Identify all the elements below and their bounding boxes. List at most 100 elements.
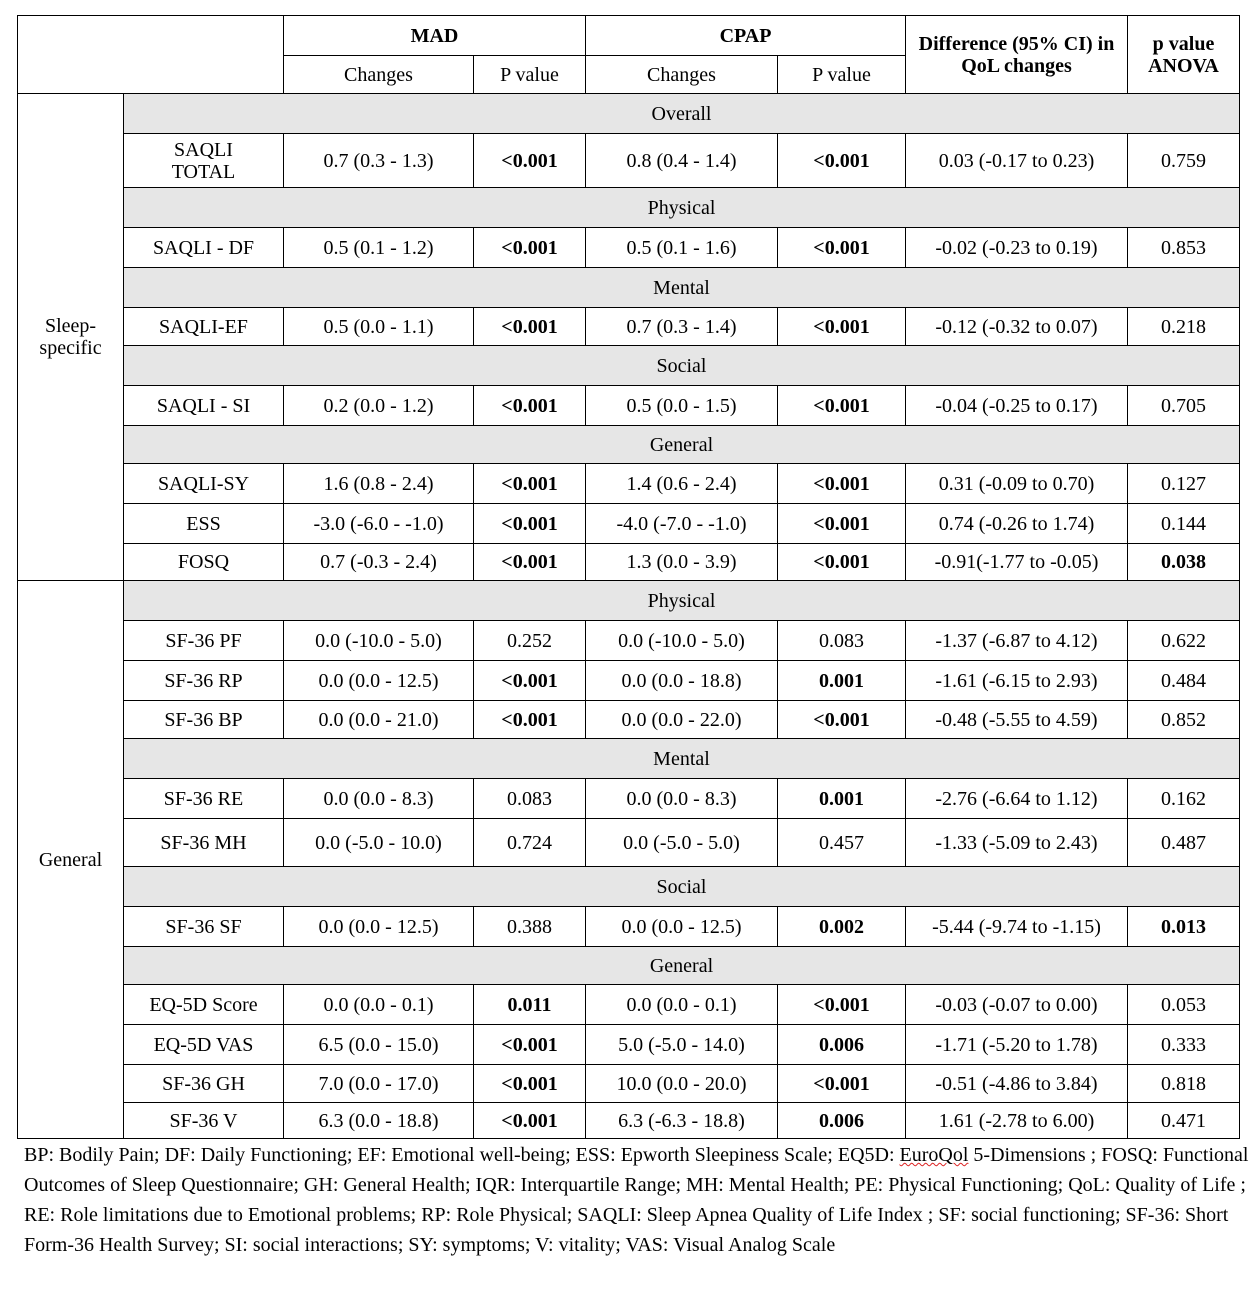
anova-p-value-cell: 0.853 xyxy=(1127,227,1240,268)
mad-p-value-cell: <0.001 xyxy=(473,385,586,426)
group-header-row: Social xyxy=(18,866,1240,907)
mad-p-value-cell: <0.001 xyxy=(473,307,586,346)
cpap-p-value-cell: <0.001 xyxy=(777,307,906,346)
anova-p-value-cell: 0.759 xyxy=(1127,133,1240,188)
anova-p-value-cell: 0.162 xyxy=(1127,778,1240,819)
table-row: SF-36 PF 0.0 (-10.0 - 5.0) 0.252 0.0 (-10.0… xyxy=(18,620,1240,661)
measure-cell: SF-36 GH xyxy=(123,1064,284,1103)
mad-p-value-cell: 0.252 xyxy=(473,620,586,661)
footnote-text: BP: Bodily Pain; DF: Daily Functioning; … xyxy=(24,1144,900,1166)
anova-p-value-cell: 0.484 xyxy=(1127,660,1240,701)
measure-cell: ESS xyxy=(123,503,284,544)
header-anova: p value ANOVA xyxy=(1127,15,1240,94)
anova-p-value-cell: 0.218 xyxy=(1127,307,1240,346)
cpap-p-value-cell: <0.001 xyxy=(777,463,906,504)
mad-p-value-cell: <0.001 xyxy=(473,227,586,268)
difference-cell: -5.44 (-9.74 to -1.15) xyxy=(905,906,1128,947)
anova-p-value-cell: 0.487 xyxy=(1127,818,1240,867)
mad-changes-cell: 0.0 (0.0 - 8.3) xyxy=(283,778,474,819)
table-row: SAQLI - DF 0.5 (0.1 - 1.2) <0.001 0.5 (0.1 … xyxy=(18,227,1240,268)
cpap-p-value-cell: <0.001 xyxy=(777,133,906,188)
cpap-changes-cell: 0.5 (0.0 - 1.5) xyxy=(585,385,778,426)
header-difference: Difference (95% CI) in QoL changes xyxy=(905,15,1128,94)
cpap-p-value-cell: <0.001 xyxy=(777,1064,906,1103)
mad-changes-cell: 0.5 (0.1 - 1.2) xyxy=(283,227,474,268)
table-row: SF-36 RP 0.0 (0.0 - 12.5) <0.001 0.0 (0.0 -… xyxy=(18,660,1240,701)
cpap-p-value-cell: <0.001 xyxy=(777,543,906,581)
mad-changes-cell: 0.7 (0.3 - 1.3) xyxy=(283,133,474,188)
cpap-changes-cell: 10.0 (0.0 - 20.0) xyxy=(585,1064,778,1103)
header-mad-p-value: P value xyxy=(473,55,586,94)
mad-p-value-cell: <0.001 xyxy=(473,700,586,739)
anova-p-value-cell: 0.852 xyxy=(1127,700,1240,739)
cpap-changes-cell: 1.3 (0.0 - 3.9) xyxy=(585,543,778,581)
mad-changes-cell: 1.6 (0.8 - 2.4) xyxy=(283,463,474,504)
header-cpap-p-value: P value xyxy=(777,55,906,94)
cpap-changes-cell: 0.0 (0.0 - 0.1) xyxy=(585,984,778,1025)
mad-p-value-cell: <0.001 xyxy=(473,463,586,504)
group-header-row: Mental xyxy=(18,738,1240,779)
anova-p-value-cell: 0.333 xyxy=(1127,1024,1240,1065)
difference-cell: 0.31 (-0.09 to 0.70) xyxy=(905,463,1128,504)
difference-cell: -0.03 (-0.07 to 0.00) xyxy=(905,984,1128,1025)
mad-changes-cell: -3.0 (-6.0 - -1.0) xyxy=(283,503,474,544)
difference-cell: -2.76 (-6.64 to 1.12) xyxy=(905,778,1128,819)
anova-p-value-cell: 0.038 xyxy=(1127,543,1240,581)
mad-p-value-cell: <0.001 xyxy=(473,1064,586,1103)
group-label: Social xyxy=(123,866,1240,907)
mad-p-value-cell: <0.001 xyxy=(473,133,586,188)
footnote-text-cont: 5-Dimensions ; FOSQ: Functional Outcomes… xyxy=(24,1144,1249,1256)
group-label: Social xyxy=(123,345,1240,386)
header-cpap: CPAP xyxy=(585,15,906,56)
difference-cell: -0.51 (-4.86 to 3.84) xyxy=(905,1064,1128,1103)
anova-p-value-cell: 0.013 xyxy=(1127,906,1240,947)
mad-p-value-cell: 0.724 xyxy=(473,818,586,867)
mad-changes-cell: 0.0 (0.0 - 12.5) xyxy=(283,660,474,701)
footnote-spellcheck-word: EuroQol xyxy=(899,1144,969,1166)
cpap-changes-cell: 0.5 (0.1 - 1.6) xyxy=(585,227,778,268)
cpap-changes-cell: 0.0 (0.0 - 12.5) xyxy=(585,906,778,947)
mad-p-value-cell: <0.001 xyxy=(473,1024,586,1065)
cpap-p-value-cell: 0.001 xyxy=(777,660,906,701)
cpap-p-value-cell: <0.001 xyxy=(777,984,906,1025)
anova-p-value-cell: 0.622 xyxy=(1127,620,1240,661)
mad-p-value-cell: <0.001 xyxy=(473,543,586,581)
table-row: EQ-5D VAS 6.5 (0.0 - 15.0) <0.001 5.0 (-5.0… xyxy=(18,1024,1240,1065)
measure-cell: SAQLI TOTAL xyxy=(123,133,284,188)
cpap-changes-cell: 0.8 (0.4 - 1.4) xyxy=(585,133,778,188)
difference-cell: 0.74 (-0.26 to 1.74) xyxy=(905,503,1128,544)
table-row: SF-36 RE 0.0 (0.0 - 8.3) 0.083 0.0 (0.0 - 8… xyxy=(18,778,1240,819)
cpap-p-value-cell: 0.006 xyxy=(777,1024,906,1065)
table-row: SAQLI-SY 1.6 (0.8 - 2.4) <0.001 1.4 (0.6 - … xyxy=(18,463,1240,504)
table-row: FOSQ 0.7 (-0.3 - 2.4) <0.001 1.3 (0.0 - 3.9… xyxy=(18,543,1240,581)
cpap-changes-cell: 0.0 (0.0 - 22.0) xyxy=(585,700,778,739)
group-header-row: Sleep-specific Overall xyxy=(17,93,1240,581)
measure-cell: SF-36 PF xyxy=(123,620,284,661)
difference-cell: -0.12 (-0.32 to 0.07) xyxy=(905,307,1128,346)
measure-cell: EQ-5D Score xyxy=(123,984,284,1025)
measure-cell: SF-36 RP xyxy=(123,660,284,701)
difference-cell: -1.71 (-5.20 to 1.78) xyxy=(905,1024,1128,1065)
group-label: Physical xyxy=(123,580,1240,621)
qol-results-table: MAD CPAP Difference (95% CI) in QoL chan… xyxy=(17,15,1240,1139)
mad-p-value-cell: 0.011 xyxy=(473,984,586,1025)
difference-cell: 0.03 (-0.17 to 0.23) xyxy=(905,133,1128,188)
mad-p-value-cell: <0.001 xyxy=(473,660,586,701)
measure-cell: EQ-5D VAS xyxy=(123,1024,284,1065)
group-label: General xyxy=(123,425,1240,464)
cpap-changes-cell: 0.7 (0.3 - 1.4) xyxy=(585,307,778,346)
table-row: SF-36 SF 0.0 (0.0 - 12.5) 0.388 0.0 (0.0 - … xyxy=(18,906,1240,947)
cpap-changes-cell: 1.4 (0.6 - 2.4) xyxy=(585,463,778,504)
cpap-p-value-cell: 0.002 xyxy=(777,906,906,947)
mad-changes-cell: 7.0 (0.0 - 17.0) xyxy=(283,1064,474,1103)
difference-cell: -1.61 (-6.15 to 2.93) xyxy=(905,660,1128,701)
measure-cell: FOSQ xyxy=(123,543,284,581)
cpap-changes-cell: 5.0 (-5.0 - 14.0) xyxy=(585,1024,778,1065)
cpap-p-value-cell: <0.001 xyxy=(777,503,906,544)
anova-p-value-cell: 0.705 xyxy=(1127,385,1240,426)
mad-changes-cell: 0.0 (-5.0 - 10.0) xyxy=(283,818,474,867)
mad-p-value-cell: <0.001 xyxy=(473,1102,586,1139)
difference-cell: -1.33 (-5.09 to 2.43) xyxy=(905,818,1128,867)
group-label: Physical xyxy=(123,187,1240,228)
mad-changes-cell: 0.2 (0.0 - 1.2) xyxy=(283,385,474,426)
